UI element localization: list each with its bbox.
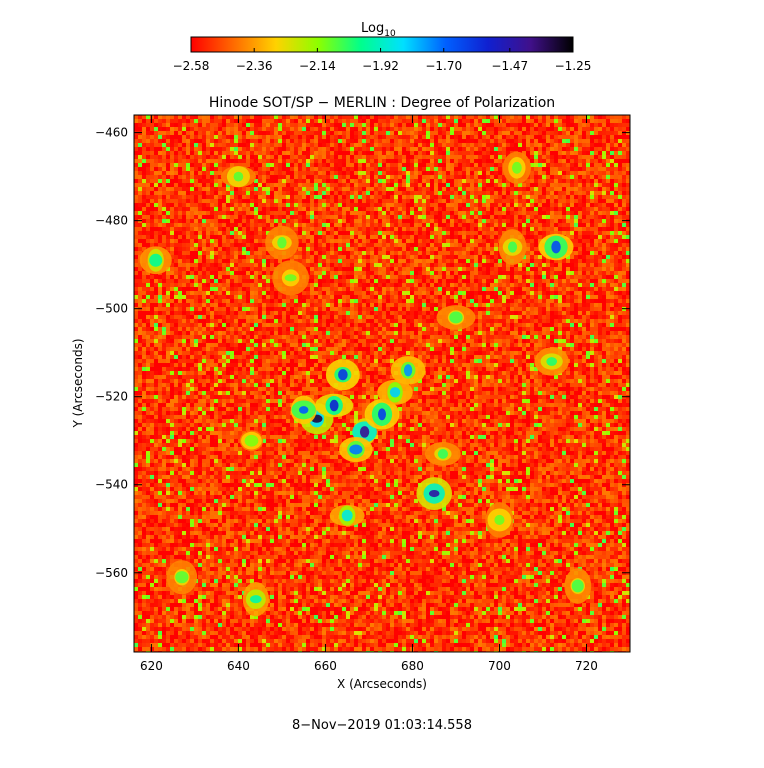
chart-title: Hinode SOT/SP − MERLIN : Degree of Polar… bbox=[209, 95, 555, 111]
y-tick-label: −560 bbox=[95, 566, 128, 580]
colorbar-tick-label: −2.14 bbox=[299, 59, 336, 73]
polarization-feature bbox=[250, 595, 262, 604]
heatmap-area bbox=[134, 115, 630, 652]
polarization-feature bbox=[377, 408, 387, 421]
polarization-feature bbox=[284, 274, 297, 282]
colorbar bbox=[190, 36, 574, 53]
polarization-feature bbox=[389, 387, 401, 398]
polarization-feature bbox=[494, 514, 505, 526]
polarization-feature bbox=[341, 509, 353, 522]
polarization-feature bbox=[329, 399, 339, 412]
polarization-feature bbox=[403, 364, 413, 377]
colorbar-tick-label: −2.58 bbox=[173, 59, 210, 73]
polarization-feature bbox=[512, 161, 522, 174]
polarization-feature bbox=[571, 579, 584, 593]
colorbar-tick-label: −1.70 bbox=[425, 59, 462, 73]
polarization-feature bbox=[233, 171, 244, 182]
y-tick-label: −460 bbox=[95, 126, 128, 140]
y-tick-label: −480 bbox=[95, 214, 128, 228]
polarization-feature bbox=[428, 489, 440, 498]
polarization-feature bbox=[437, 448, 449, 459]
x-tick-label: 720 bbox=[575, 659, 598, 673]
plot-frame bbox=[133, 114, 631, 653]
polarization-feature bbox=[449, 311, 463, 324]
colorbar-ticks: −2.58 −2.36 −2.14 −1.92 −1.70 −1.47 −1.25 bbox=[173, 48, 592, 73]
polarization-feature bbox=[149, 253, 163, 267]
colorbar-tick-label: −1.92 bbox=[362, 59, 399, 73]
colorbar-tick-label: −1.47 bbox=[491, 59, 528, 73]
polarization-feature bbox=[277, 237, 287, 249]
polarization-feature bbox=[349, 444, 363, 455]
colorbar-tick-label: −1.25 bbox=[555, 59, 592, 73]
polarization-feature bbox=[298, 406, 309, 414]
polarization-feature bbox=[175, 571, 189, 584]
polarization-feature bbox=[551, 240, 561, 254]
colorbar-label: Log10 bbox=[361, 21, 396, 39]
x-tick-label: 620 bbox=[140, 659, 163, 673]
polarization-feature bbox=[508, 241, 518, 253]
y-tick-label: −520 bbox=[95, 390, 128, 404]
polarization-feature bbox=[359, 426, 370, 438]
polarization-feature bbox=[338, 369, 348, 381]
colorbar-tick-label: −2.36 bbox=[236, 59, 273, 73]
x-tick-label: 680 bbox=[401, 659, 424, 673]
y-tick-label: −500 bbox=[95, 302, 128, 316]
y-axis-label: Y (Arcseconds) bbox=[71, 338, 85, 428]
x-tick-label: 700 bbox=[488, 659, 511, 673]
x-tick-label: 660 bbox=[314, 659, 337, 673]
polarization-feature bbox=[244, 434, 259, 447]
x-tick-label: 640 bbox=[227, 659, 250, 673]
x-axis-label: X (Arcseconds) bbox=[337, 677, 427, 691]
y-tick-label: −540 bbox=[95, 478, 128, 492]
timestamp: 8−Nov−2019 01:03:14.558 bbox=[292, 718, 472, 733]
polarization-feature bbox=[546, 357, 558, 366]
